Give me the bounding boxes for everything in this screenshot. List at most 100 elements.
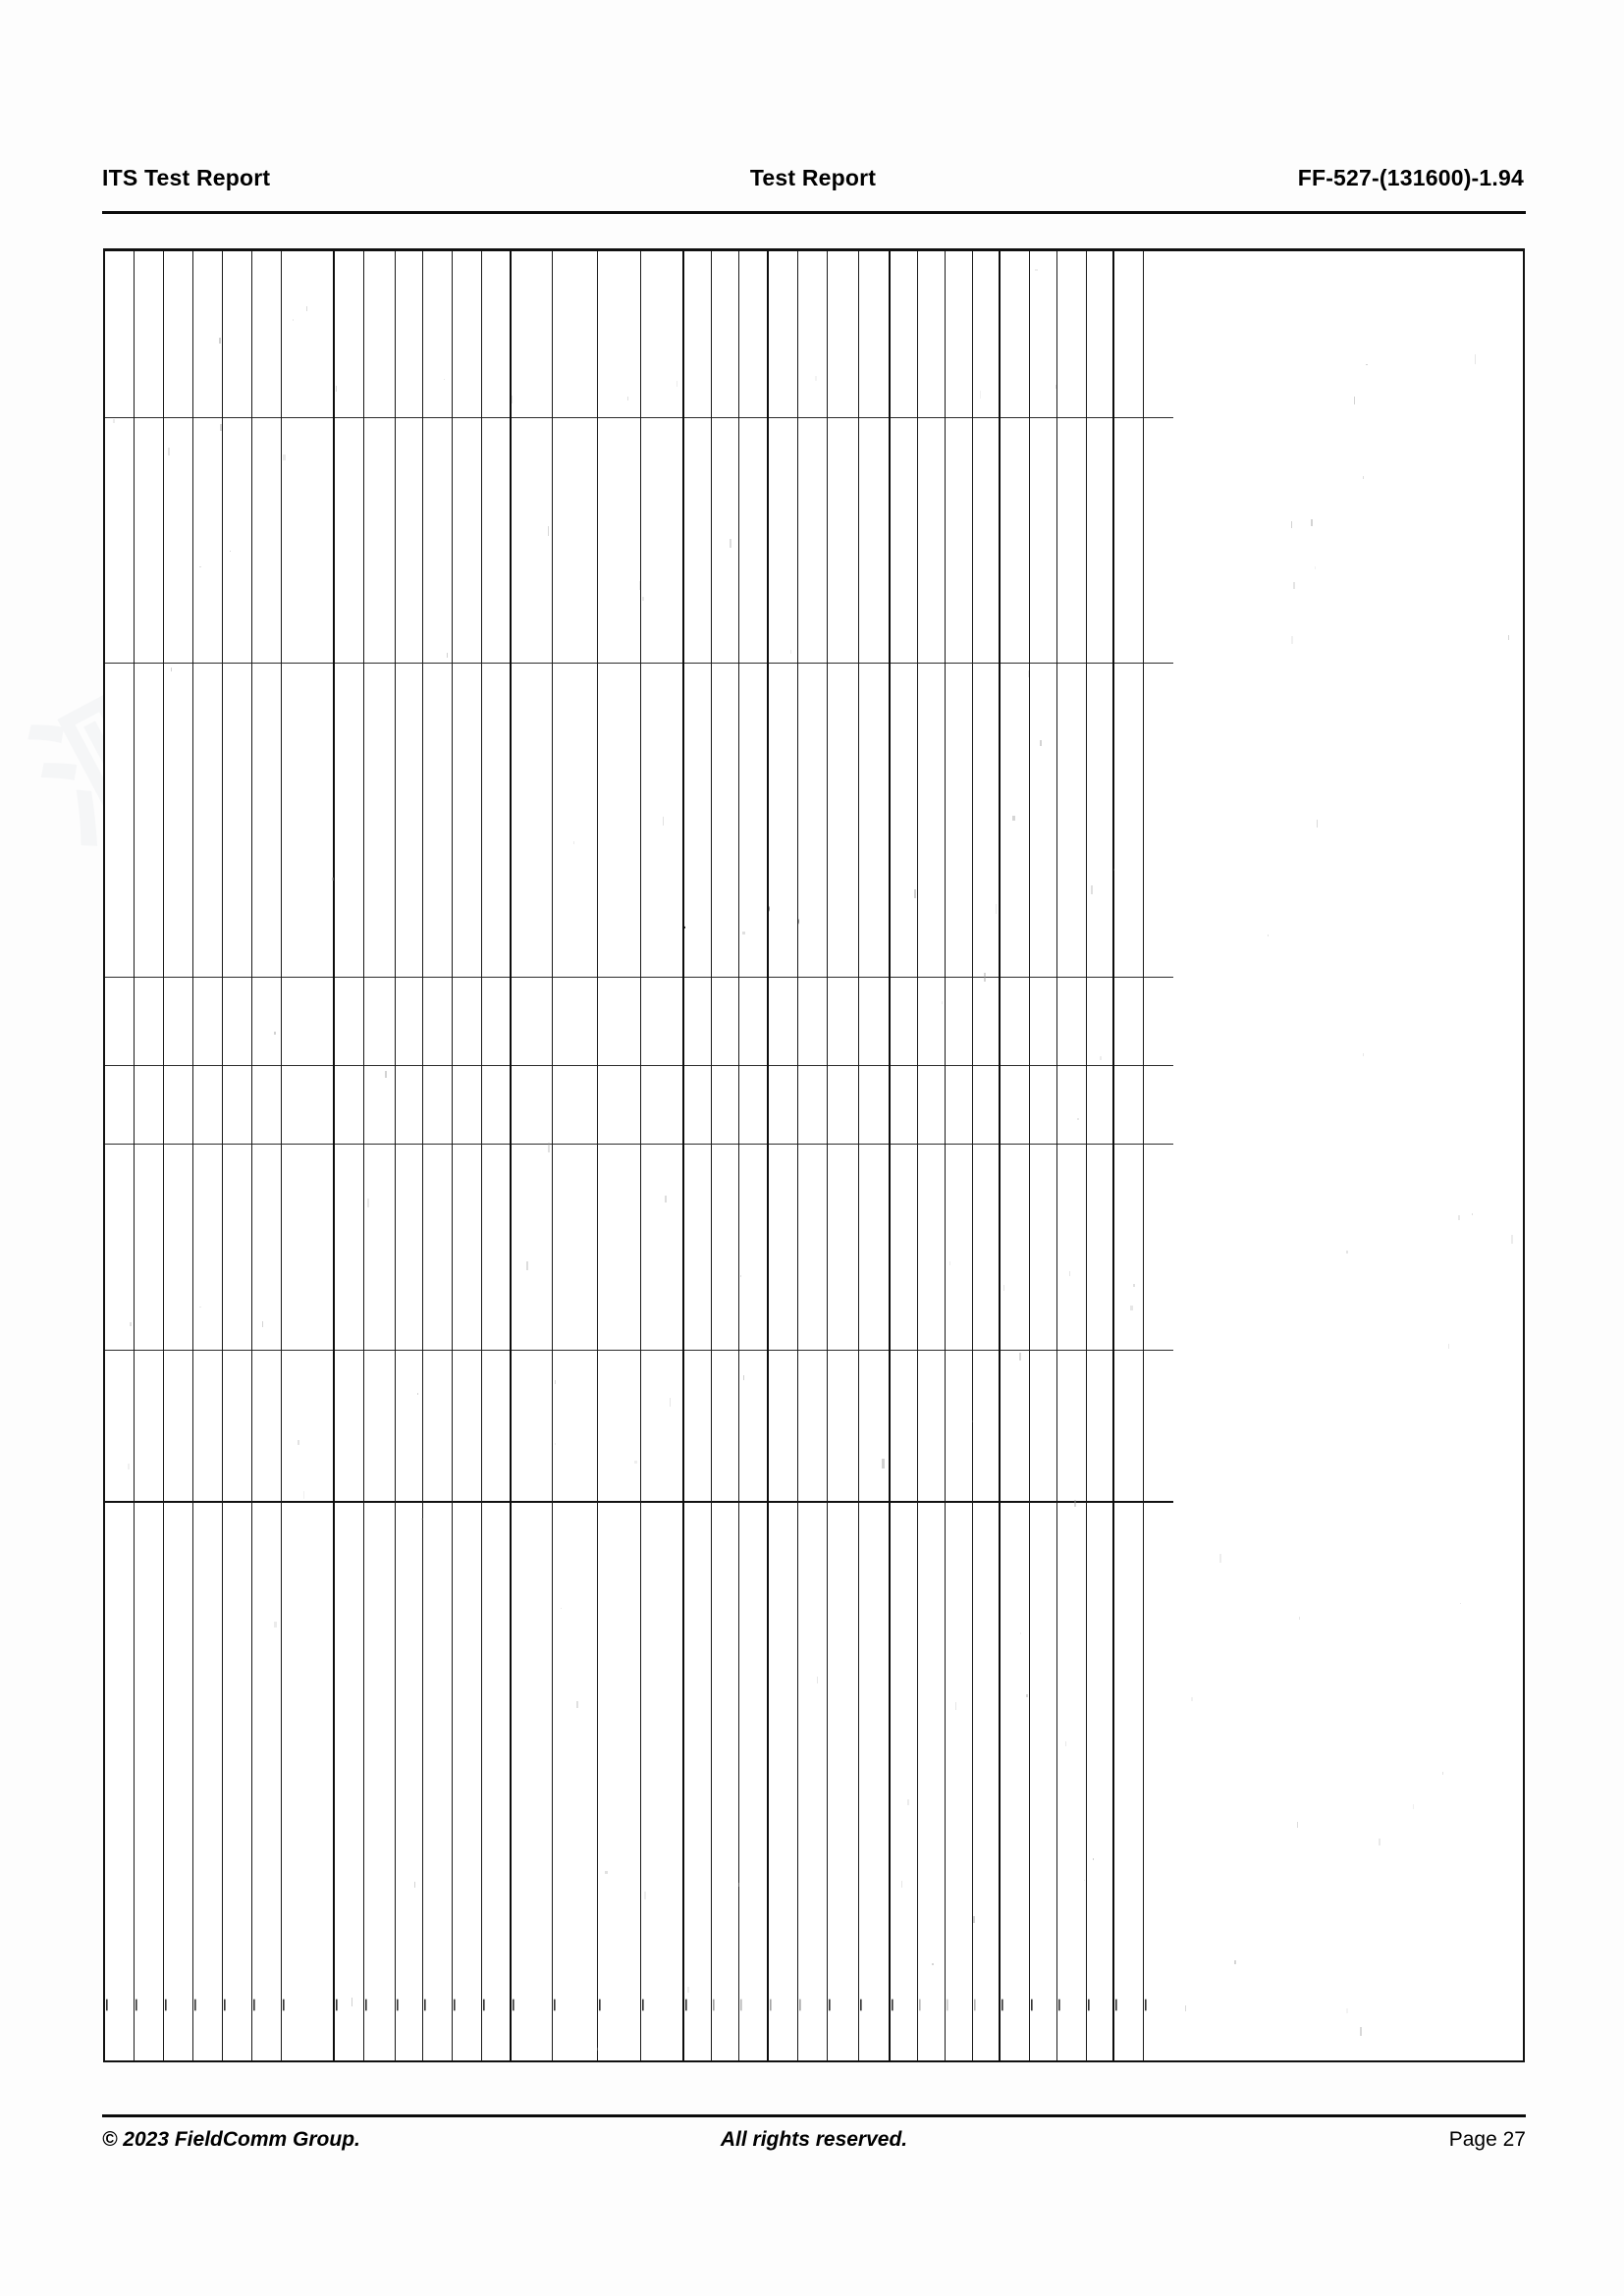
table-row: Passed i0202_07 — [105, 251, 135, 2060]
cell-status-text: Not Run — [828, 1426, 832, 1499]
cell-spec-upper — [1087, 251, 1112, 418]
cell-status: Not Run — [828, 1351, 858, 1503]
cell-blank-c — [828, 1145, 858, 1351]
cell-status-text: Passed — [891, 1433, 894, 1499]
cell-comment — [1087, 664, 1112, 978]
cell-blank-a — [105, 978, 134, 1066]
cell-test-id-text: i0302_01 — [1114, 1977, 1118, 2058]
cell-status: Not Run — [769, 1351, 797, 1503]
cell-blank-c — [973, 1145, 999, 1351]
cell-blank-b — [946, 1066, 972, 1145]
cell-blank-c — [282, 1145, 333, 1351]
cell-test-id-text: i0301_04 — [973, 1977, 977, 2058]
cell-status: Passed — [135, 1351, 163, 1503]
cell-comment-text: No Flow Totalizer Block Found. — [364, 680, 368, 975]
cell-comment — [396, 664, 422, 978]
cell-status-text: Not Run — [684, 1426, 688, 1499]
cell-status-text: Not Run — [739, 1426, 743, 1499]
cell-blank-b — [1057, 1066, 1086, 1145]
cell-blank-a — [135, 978, 163, 1066]
cell-test-id: i0301_01 — [891, 1503, 917, 2060]
cell-test-id: i0301_04 — [973, 1503, 999, 2060]
cell-spec-upper — [684, 251, 711, 418]
document-page: 测试报告 测试报告 测试报告 ITS Test Report Test Repo… — [0, 0, 1624, 2296]
cell-blank-b — [1030, 1066, 1056, 1145]
table-row: No Arithmetic Block Found Not Run i0204_c1 — [712, 251, 739, 2060]
table-row: Passed i0301_03 — [946, 251, 973, 2060]
cell-blank-a — [1114, 978, 1143, 1066]
cell-spec-upper — [1144, 251, 1173, 418]
cell-spec-upper — [282, 251, 333, 418]
cell-status: Not Run — [598, 1351, 640, 1503]
cell-spec-lower — [335, 418, 363, 664]
cell-comment: Control Selector Block was not found — [828, 664, 858, 978]
cell-blank-a — [973, 978, 999, 1066]
cell-blank-a — [798, 978, 827, 1066]
cell-status: Not Run — [641, 1351, 682, 1503]
cell-test-id: i0204_02 — [282, 1503, 333, 2060]
cell-comment — [423, 664, 452, 978]
cell-spec-lower — [1114, 418, 1143, 664]
cell-blank-b — [553, 1066, 597, 1145]
cell-status: Not Run — [553, 1351, 597, 1503]
cell-spec-upper — [453, 251, 481, 418]
cell-status: Not Run — [364, 1351, 395, 1503]
cell-status-text: Not Run — [553, 1426, 557, 1499]
cell-blank-c — [453, 1145, 481, 1351]
cell-spec-upper — [828, 251, 858, 418]
cell-blank-b — [1144, 1066, 1173, 1145]
cell-spec-lower — [712, 418, 738, 664]
cell-test-id: i0204_c4 — [798, 1503, 827, 2060]
cell-status: Not Run — [859, 1351, 889, 1503]
cell-status-text: Passed — [946, 1433, 949, 1499]
cell-comment-text: No Integrator Block Found. — [769, 680, 773, 975]
cell-blank-b — [1114, 1066, 1143, 1145]
cell-comment — [1114, 664, 1143, 978]
cell-blank-c — [641, 1145, 682, 1351]
cell-status: Passed — [482, 1351, 510, 1503]
cell-comment-text: No Multiple Discrete Output Block Found. — [641, 680, 645, 975]
cell-blank-b — [335, 1066, 363, 1145]
cell-comment: No Integrator Block Found. — [769, 664, 797, 978]
cell-spec-upper — [918, 251, 945, 418]
cell-spec-lower — [1001, 418, 1029, 664]
cell-spec-lower — [641, 418, 682, 664]
cell-test-id: i0204_01 — [252, 1503, 281, 2060]
table-row: No transducer block that requires calibr… — [282, 251, 335, 2060]
cell-blank-a — [512, 978, 552, 1066]
cell-blank-a — [252, 978, 281, 1066]
cell-comment: No Multiple Analog Output Block Found. — [598, 664, 640, 978]
cell-test-id: i0203_03 — [223, 1503, 251, 2060]
cell-status-text: Passed — [396, 1433, 400, 1499]
footer-copyright: © 2023 FieldComm Group. — [102, 2128, 360, 2152]
cell-blank-c — [918, 1145, 945, 1351]
cell-blank-b — [423, 1066, 452, 1145]
cell-status-text: Passed — [193, 1433, 197, 1499]
cell-status-text: Passed — [105, 1433, 109, 1499]
cell-test-id: i0204_c1 — [712, 1503, 738, 2060]
cell-test-id: i0302_01 — [1114, 1503, 1143, 2060]
cell-status-text: Passed — [423, 1433, 427, 1499]
cell-spec-upper — [798, 251, 827, 418]
table-row: No Multiple Discrete Input Block Found.N… — [553, 251, 598, 2060]
cell-blank-b — [164, 1066, 192, 1145]
cell-status-text: Passed — [453, 1433, 457, 1499]
table-row: No Input Selector Block Found. Not Run i02… — [684, 251, 712, 2060]
cell-spec-upper — [364, 251, 395, 418]
cell-status-text: Not Run — [364, 1426, 368, 1499]
cell-comment: No Flow Totalizer Block Found. — [364, 664, 395, 978]
cell-comment — [135, 664, 163, 978]
cell-spec-upper — [739, 251, 767, 418]
cell-blank-b — [396, 1066, 422, 1145]
cell-status: Passed — [1114, 1351, 1143, 1503]
cell-comment: No Multiple Analog Input Block Found. — [512, 664, 552, 978]
cell-test-id: i0301_11 — [1087, 1503, 1112, 2060]
cell-test-id-text: i0204_c1 — [712, 1978, 716, 2058]
cell-status-text: Passed — [1144, 1433, 1148, 1499]
cell-spec-lower — [891, 418, 917, 664]
cell-blank-c — [1087, 1145, 1112, 1351]
cell-spec-upper — [946, 251, 972, 418]
table-row: Passed i0204_20 — [396, 251, 423, 2060]
cell-test-id-text: i0204_c5 — [828, 1978, 832, 2058]
cell-test-id-text: i0301_07 — [1030, 1977, 1034, 2058]
